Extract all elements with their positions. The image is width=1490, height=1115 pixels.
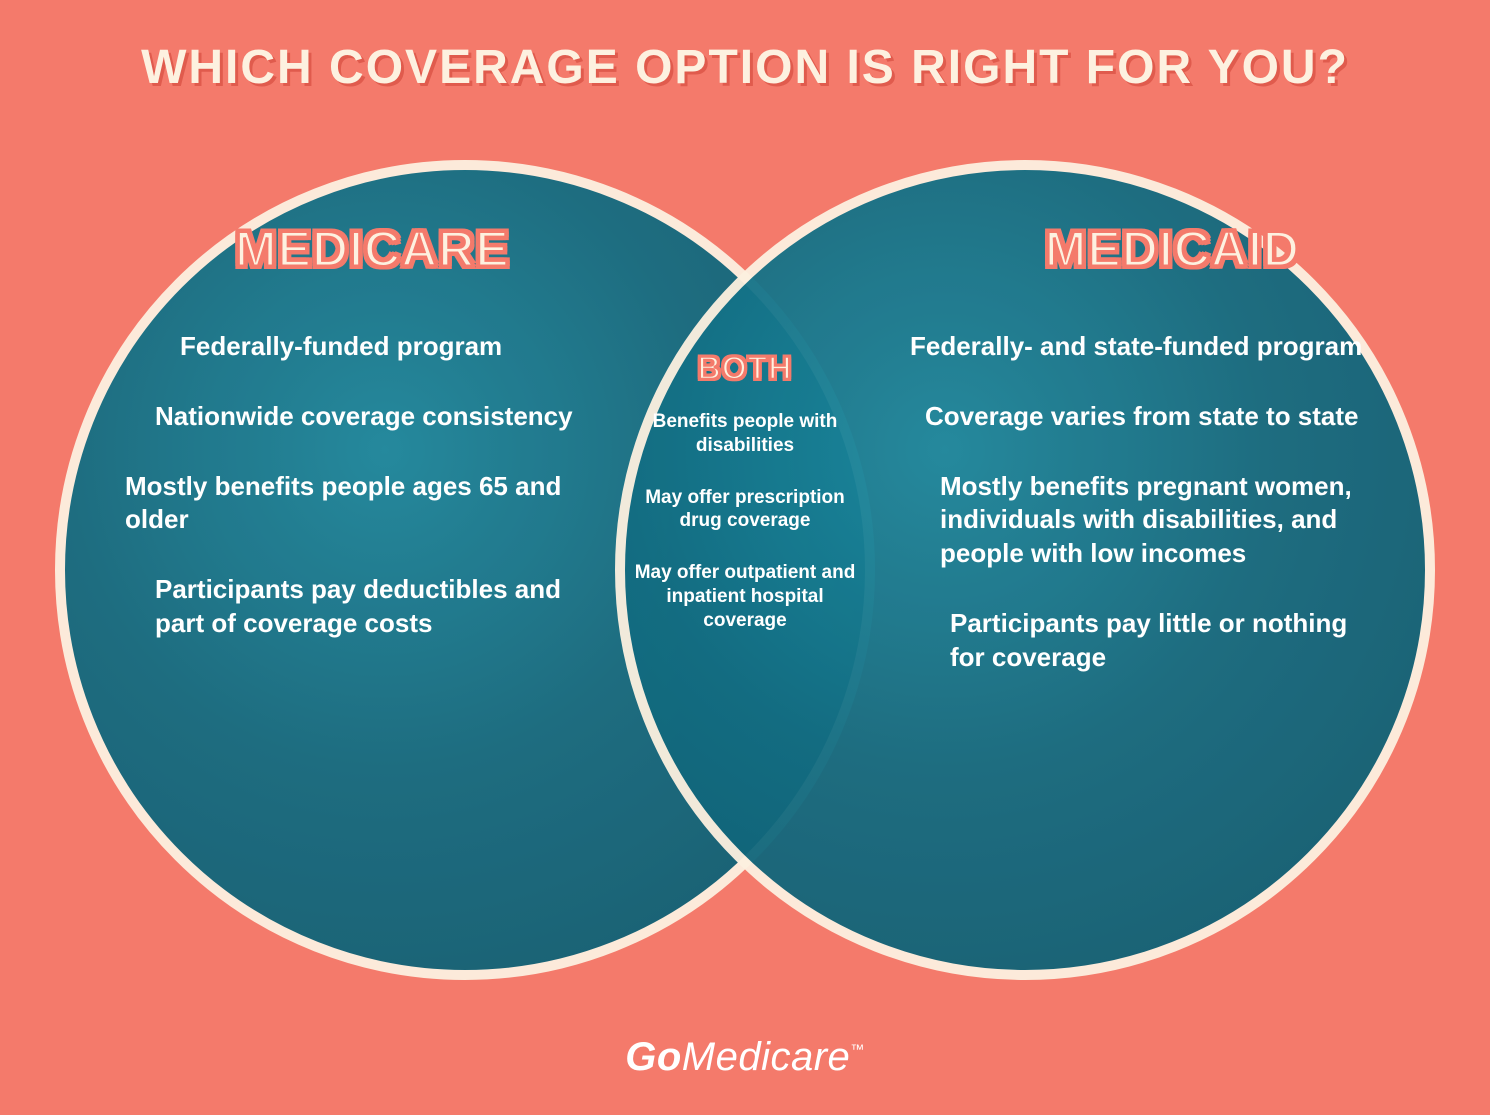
- list-item: Mostly benefits people ages 65 and older: [125, 470, 595, 538]
- logo-bold: Go: [625, 1035, 682, 1079]
- medicare-items: Federally-funded program Nationwide cove…: [125, 330, 595, 677]
- list-item: May offer prescription drug coverage: [630, 486, 860, 534]
- footer-logo: GoMedicare™: [625, 1035, 865, 1080]
- list-item: Participants pay deductibles and part of…: [125, 573, 595, 641]
- list-item: Nationwide coverage consistency: [125, 400, 595, 434]
- list-item: May offer outpatient and inpatient hospi…: [630, 561, 860, 632]
- list-item: Coverage varies from state to state: [910, 400, 1380, 434]
- logo-tm: ™: [850, 1041, 865, 1057]
- heading-medicaid: MEDICAID: [1045, 220, 1300, 278]
- heading-both: BOTH: [698, 350, 793, 387]
- heading-medicare: MEDICARE: [235, 220, 510, 278]
- both-items: Benefits people with disabilities May of…: [630, 410, 860, 660]
- venn-diagram: MEDICARE MEDICAID BOTH Federally-funded …: [55, 160, 1435, 1000]
- list-item: Benefits people with disabilities: [630, 410, 860, 458]
- medicaid-items: Federally- and state-funded program Cove…: [910, 330, 1380, 711]
- page-title: WHICH COVERAGE OPTION IS RIGHT FOR YOU?: [0, 40, 1490, 95]
- logo-light: Medicare: [682, 1035, 851, 1079]
- list-item: Federally-funded program: [125, 330, 595, 364]
- list-item: Participants pay little or nothing for c…: [910, 607, 1380, 675]
- list-item: Federally- and state-funded program: [910, 330, 1380, 364]
- list-item: Mostly benefits pregnant women, individu…: [910, 470, 1380, 571]
